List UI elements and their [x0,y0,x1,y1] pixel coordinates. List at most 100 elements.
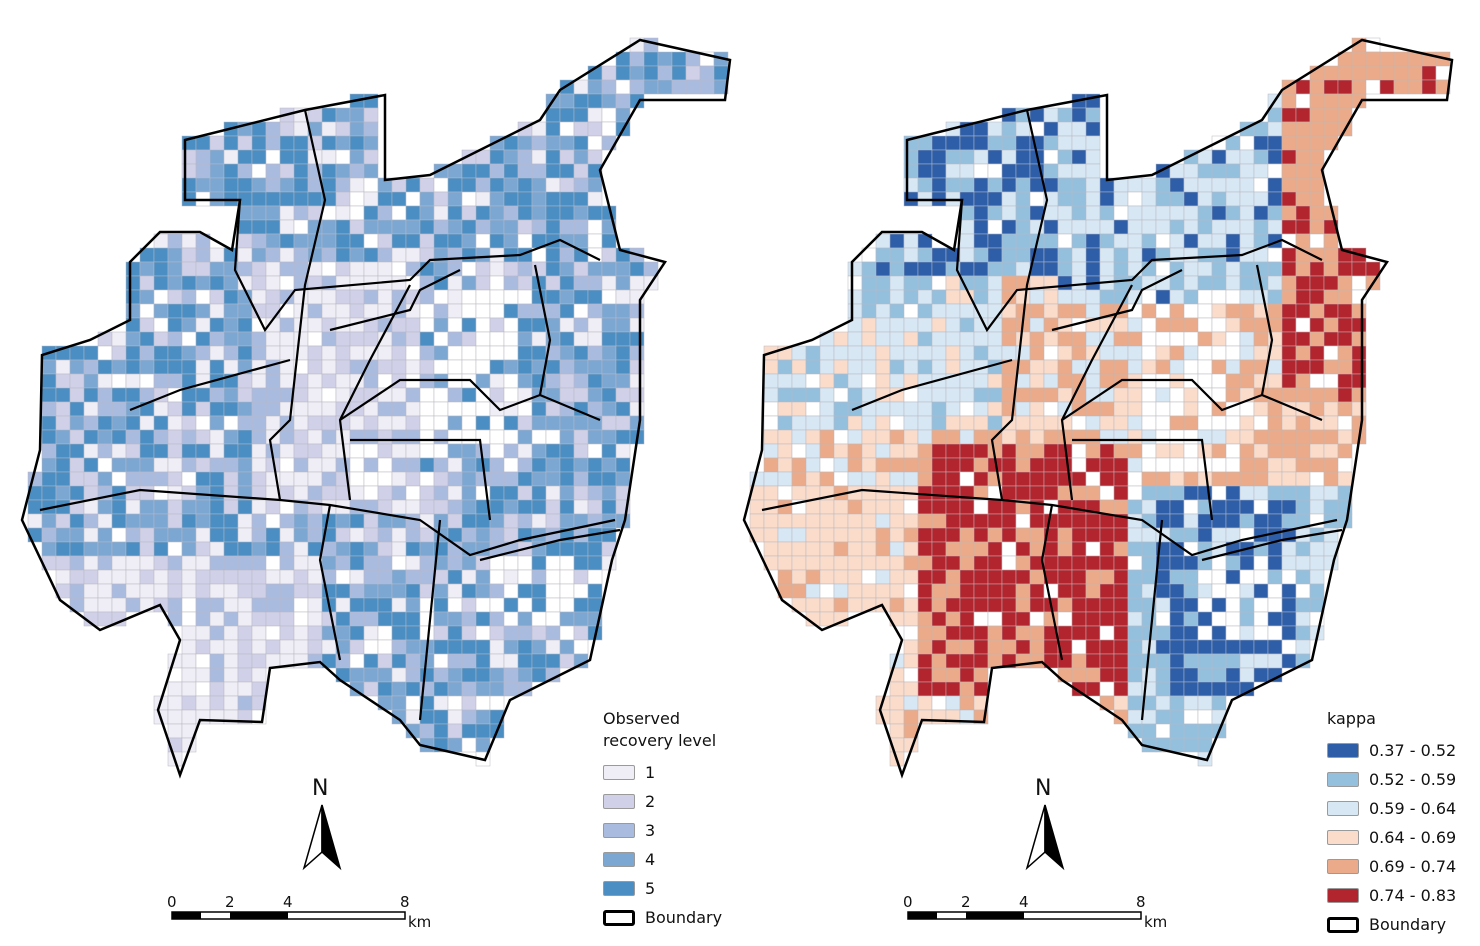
grid-cell [125,345,141,361]
grid-cell [377,443,393,459]
grid-cell [83,541,99,557]
grid-cell [1253,583,1269,599]
grid-cell [959,653,975,669]
grid-cell [475,569,491,585]
grid-cell [1281,653,1297,669]
grid-cell [559,191,575,207]
grid-cell [321,555,337,571]
grid-cell [559,611,575,627]
grid-cell [903,681,919,697]
grid-cell [959,695,975,711]
grid-cell [1127,443,1143,459]
grid-cell [405,639,421,655]
grid-cell [69,485,85,501]
grid-cell [1211,219,1227,235]
grid-cell [111,331,127,347]
grid-cell [517,611,533,627]
grid-cell [559,457,575,473]
grid-cell [987,583,1003,599]
grid-cell [903,471,919,487]
grid-cell [1099,289,1115,305]
grid-cell [531,219,547,235]
grid-cell [559,205,575,221]
grid-cell [489,457,505,473]
grid-cell [181,247,197,263]
grid-cell [111,471,127,487]
grid-cell [903,695,919,711]
grid-cell [1281,275,1297,291]
grid-cell [1253,345,1269,361]
grid-cell [517,303,533,319]
grid-cell [959,597,975,613]
grid-cell [195,317,211,333]
grid-cell [1309,583,1325,599]
grid-cell [1099,513,1115,529]
grid-cell [1393,65,1409,81]
grid-cell [1001,611,1017,627]
grid-cell [615,373,631,389]
grid-cell [517,317,533,333]
grid-cell [419,527,435,543]
grid-cell [41,541,57,557]
grid-cell [517,415,533,431]
grid-cell [111,583,127,599]
grid-cell [1239,289,1255,305]
grid-cell [931,429,947,445]
grid-cell [447,513,463,529]
grid-cell [1141,611,1157,627]
grid-cell [587,121,603,137]
grid-cell [1225,233,1241,249]
grid-cell [1029,471,1045,487]
grid-cell [819,429,835,445]
grid-cell [615,65,631,81]
grid-cell [293,471,309,487]
grid-cell [1113,541,1129,557]
grid-cell [125,387,141,403]
grid-cell [573,177,589,193]
grid-cell [601,317,617,333]
grid-cell [1309,275,1325,291]
grid-cell [973,205,989,221]
grid-cell [1001,205,1017,221]
grid-cell [791,429,807,445]
grid-cell [1183,499,1199,515]
grid-cell [447,709,463,725]
grid-cell [1085,597,1101,613]
grid-cell [1141,331,1157,347]
grid-cell [223,555,239,571]
grid-cell [139,457,155,473]
grid-cell [601,485,617,501]
grid-cell [335,149,351,165]
grid-cell [251,541,267,557]
grid-cell [805,499,821,515]
grid-cell [1169,569,1185,585]
grid-cell [889,289,905,305]
grid-cell [917,569,933,585]
grid-cell [447,471,463,487]
grid-cell [503,555,519,571]
grid-cell [293,247,309,263]
grid-cell [377,597,393,613]
grid-cell [931,653,947,669]
grid-cell [889,513,905,529]
grid-cell [391,233,407,249]
grid-cell [1155,695,1171,711]
grid-cell [489,681,505,697]
grid-cell [265,499,281,515]
grid-cell [833,555,849,571]
grid-cell [931,345,947,361]
grid-cell [83,443,99,459]
grid-cell [1267,555,1283,571]
grid-cell [805,359,821,375]
grid-cell [265,331,281,347]
grid-cell [83,569,99,585]
grid-cell [1127,401,1143,417]
grid-cell [1295,233,1311,249]
grid-cell [1085,653,1101,669]
grid-cell [265,247,281,263]
grid-cell [335,611,351,627]
grid-cell [1001,219,1017,235]
grid-cell [559,177,575,193]
grid-cell [1015,625,1031,641]
grid-cell [1295,471,1311,487]
